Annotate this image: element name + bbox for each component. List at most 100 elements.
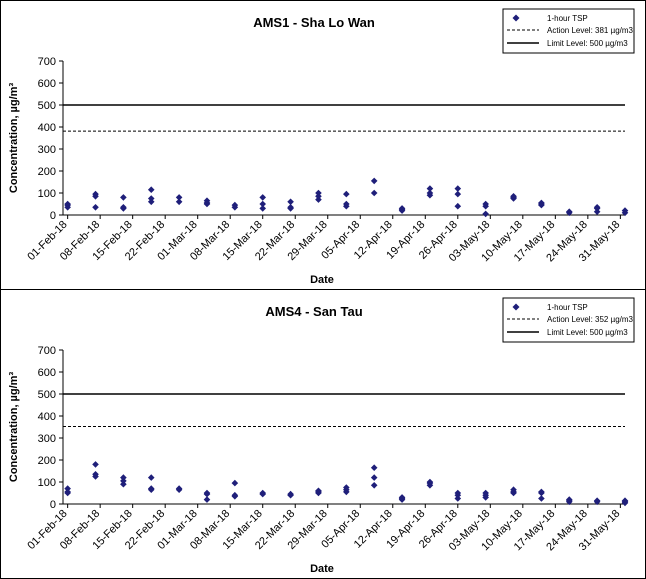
data-point (259, 200, 267, 208)
data-point (147, 485, 155, 492)
y-axis-label: Concentration, µg/m³ (8, 83, 20, 194)
data-point (370, 482, 378, 489)
data-point (64, 485, 71, 492)
data-point (120, 480, 127, 488)
legend-marker-diamond (512, 14, 520, 22)
x-axis-label: Date (310, 274, 334, 286)
y-tick-label: 300 (38, 144, 56, 156)
data-point (398, 494, 406, 501)
data-point (147, 186, 155, 193)
data-point (454, 190, 462, 198)
data-point (482, 210, 489, 218)
data-point (370, 189, 378, 197)
data-point (203, 496, 211, 503)
data-point (538, 495, 545, 502)
legend-entry: Limit Level: 500 µg/m3 (547, 39, 628, 48)
y-tick-label: 600 (38, 78, 56, 90)
data-point (259, 489, 267, 497)
y-tick-label: 700 (38, 56, 56, 68)
data-point (259, 194, 267, 201)
data-point (203, 489, 211, 497)
chart-title: AMS4 - San Tau (265, 304, 362, 319)
y-tick-label: 700 (38, 345, 56, 357)
data-point (593, 204, 601, 211)
data-point (231, 201, 239, 209)
y-tick-label: 200 (38, 455, 56, 467)
data-point (315, 189, 322, 197)
data-point (343, 200, 350, 208)
data-point (482, 200, 489, 208)
data-point (175, 198, 183, 206)
y-tick-label: 0 (50, 499, 56, 511)
data-point (538, 488, 545, 496)
y-tick-label: 200 (38, 166, 56, 178)
legend: 1-hour TSP Action Level: 381 µg/m3 Limit L… (502, 8, 635, 54)
data-point (343, 190, 350, 198)
legend-entry: 1-hour TSP (547, 303, 588, 312)
data-point (315, 196, 322, 203)
y-tick-label: 100 (38, 188, 56, 200)
chart-panel-ams1: AMS1 - Sha Lo Wan 0 100 200 300 400 500 600 700 0… (0, 0, 646, 291)
data-point (538, 199, 545, 207)
data-point (454, 489, 462, 497)
data-point (231, 479, 239, 487)
data-point (315, 193, 322, 200)
data-point (593, 497, 601, 504)
data-point (426, 478, 434, 486)
data-point (426, 189, 434, 197)
data-point (370, 177, 378, 185)
data-point (482, 489, 489, 497)
legend: 1-hour TSP Action Level: 352 µg/m3 Limit L… (502, 297, 635, 343)
chart-panel-ams4: AMS4 - San Tau 0 100 200 300 400 500 600 700 01-F… (0, 289, 646, 579)
y-tick-label: 500 (38, 389, 56, 401)
data-point (287, 490, 294, 498)
data-point (287, 204, 294, 211)
legend-entry: Limit Level: 500 µg/m3 (547, 328, 628, 337)
data-point (92, 204, 99, 211)
x-axis-label: Date (310, 563, 334, 575)
data-point (147, 474, 155, 481)
data-point (621, 497, 629, 504)
data-point (175, 194, 183, 201)
data-point (259, 205, 267, 212)
chart-ams4: AMS4 - San Tau010020030040050060070001-F… (8, 297, 635, 575)
y-tick-label: 0 (50, 210, 56, 222)
data-point (203, 197, 211, 204)
data-point (398, 205, 406, 212)
data-point (147, 195, 155, 202)
y-tick-label: 300 (38, 433, 56, 445)
legend-entry: 1-hour TSP (547, 14, 588, 23)
legend-marker-diamond (512, 303, 520, 311)
data-point (120, 204, 127, 211)
chart-title: AMS1 - Sha Lo Wan (253, 15, 375, 30)
y-axis-label: Concentration, µg/m³ (8, 372, 20, 483)
data-point (315, 487, 322, 495)
y-tick-label: 600 (38, 367, 56, 379)
legend-entry: Action Level: 352 µg/m3 (547, 315, 634, 324)
data-point (510, 193, 517, 200)
data-point (287, 198, 294, 206)
legend-entry: Action Level: 381 µg/m3 (547, 26, 634, 35)
data-point (64, 200, 71, 208)
data-point (565, 496, 573, 503)
data-point (426, 185, 434, 192)
data-point (343, 484, 350, 491)
data-point (120, 194, 127, 201)
data-point (370, 464, 378, 471)
y-tick-label: 500 (38, 100, 56, 112)
data-point (231, 491, 239, 499)
legend-box (502, 297, 635, 343)
data-point (510, 486, 517, 493)
y-tick-label: 100 (38, 477, 56, 489)
data-point (565, 208, 573, 215)
data-point (147, 198, 155, 206)
data-point (92, 471, 99, 478)
data-point (454, 202, 462, 210)
chart-ams1: AMS1 - Sha Lo Wan01002003004005006007000… (8, 8, 635, 286)
data-point (370, 474, 378, 481)
data-point (621, 207, 629, 214)
y-tick-label: 400 (38, 411, 56, 423)
data-point (175, 485, 183, 492)
data-point (92, 190, 99, 198)
